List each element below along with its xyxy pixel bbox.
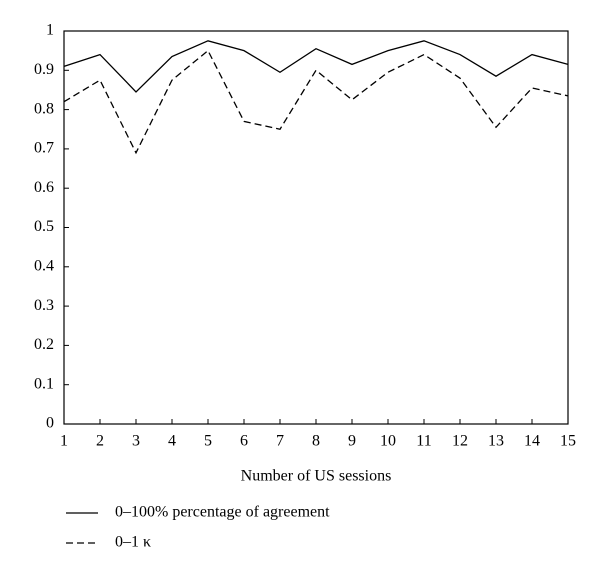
- y-tick-label: 0.7: [34, 140, 54, 157]
- x-tick-label: 8: [312, 433, 320, 450]
- x-tick-label: 13: [488, 433, 504, 450]
- y-tick-label: 0.8: [34, 100, 54, 117]
- y-tick-label: 0.5: [34, 218, 54, 235]
- line-series: [63, 49, 569, 155]
- y-tick-label: 0: [46, 415, 54, 432]
- y-tick-label: 0.6: [34, 179, 54, 196]
- x-tick-label: 11: [416, 433, 431, 450]
- x-tick-label: 6: [240, 433, 248, 450]
- x-tick-label: 14: [524, 433, 540, 450]
- x-tick-label: 12: [452, 433, 468, 450]
- plot-frame: [63, 30, 569, 425]
- x-tick-label: 9: [348, 433, 356, 450]
- x-tick-label: 7: [276, 433, 284, 450]
- x-tick-label: 10: [380, 433, 396, 450]
- line-series: [63, 40, 569, 93]
- legend-label: 0–100% percentage of agreement: [115, 504, 330, 521]
- y-tick-label: 0.1: [34, 375, 54, 392]
- y-tick-label: 0.4: [34, 257, 54, 274]
- x-tick-label: 2: [96, 433, 104, 450]
- x-tick-label: 1: [60, 433, 68, 450]
- x-tick-label: 15: [560, 433, 576, 450]
- y-tick-label: 0.3: [34, 297, 54, 314]
- y-tick-label: 1: [46, 22, 54, 39]
- y-tick-label: 0.2: [34, 336, 54, 353]
- x-tick-label: 4: [168, 433, 176, 450]
- y-tick-label: 0.9: [34, 61, 54, 78]
- x-axis-label: Number of US sessions: [241, 468, 392, 485]
- x-tick-label: 3: [132, 433, 140, 450]
- x-tick-label: 5: [204, 433, 212, 450]
- legend-label: 0–1 κ: [115, 534, 151, 551]
